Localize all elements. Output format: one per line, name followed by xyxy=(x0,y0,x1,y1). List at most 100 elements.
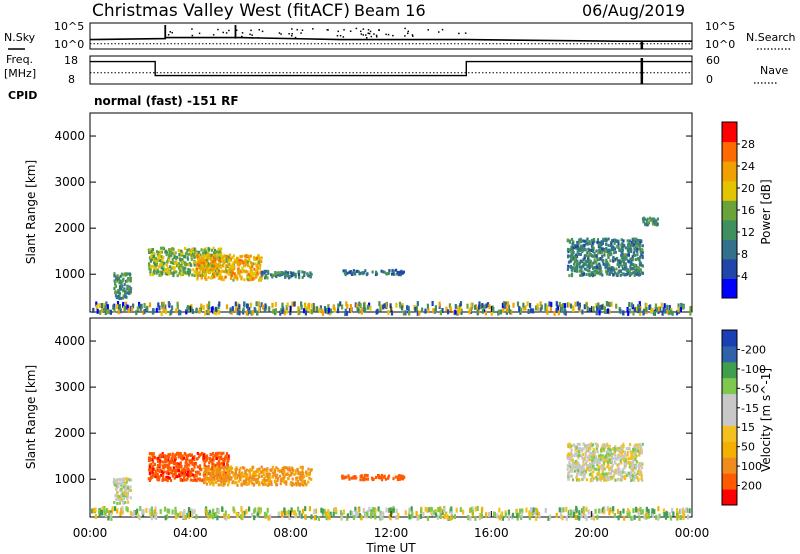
nsky-spike-point xyxy=(441,28,444,31)
power-cell xyxy=(213,275,216,279)
velocity-cell xyxy=(156,469,159,472)
velocity-cell xyxy=(671,507,674,513)
velocity-cell xyxy=(569,453,572,456)
velocity-cell xyxy=(217,462,220,466)
power-cell xyxy=(249,270,252,274)
velocity-cell xyxy=(613,447,616,451)
velocity-cell xyxy=(614,478,617,482)
power-cell xyxy=(597,251,600,255)
velocity-cell xyxy=(433,510,436,516)
velocity-cell xyxy=(636,476,639,479)
velocity-cell xyxy=(470,507,473,513)
power-cell xyxy=(586,237,589,241)
power-cell xyxy=(631,237,634,241)
power-cell xyxy=(592,246,595,250)
velocity-cell xyxy=(606,443,609,447)
velocity-cell xyxy=(242,482,245,486)
velocity-cell xyxy=(608,444,611,448)
velocity-cell xyxy=(220,474,223,478)
power-cell xyxy=(244,261,247,265)
power-cell xyxy=(152,308,155,314)
power-cell xyxy=(640,263,643,267)
velocity-cell xyxy=(676,507,679,513)
power-cell xyxy=(634,258,637,262)
power-cell xyxy=(573,254,576,258)
nsky-spike-point xyxy=(407,30,409,33)
velocity-cell xyxy=(129,485,132,489)
power-cell xyxy=(233,263,236,267)
power-cell xyxy=(267,271,270,275)
velocity-cell xyxy=(471,506,474,512)
velocity-cell xyxy=(169,471,172,475)
power-cell xyxy=(628,239,631,243)
power-cell xyxy=(666,308,669,314)
power-cell xyxy=(262,304,265,310)
velocity-cell xyxy=(572,462,575,466)
power-cell xyxy=(669,309,672,315)
power-cell xyxy=(164,272,167,275)
power-cell xyxy=(155,270,158,274)
power-cell xyxy=(225,269,228,273)
velocity-cell xyxy=(266,469,269,473)
velocity-cell xyxy=(471,509,474,515)
velocity-cell xyxy=(276,473,279,477)
power-cell xyxy=(570,272,574,276)
velocity-cell xyxy=(289,482,292,486)
velocity-cell xyxy=(225,475,228,479)
power-cell xyxy=(246,277,249,281)
power-cell xyxy=(303,274,306,278)
velocity-cell xyxy=(631,462,634,466)
velocity-cell xyxy=(277,476,280,480)
power-cell xyxy=(248,259,251,263)
velocity-cell xyxy=(224,510,227,516)
velocity-cell xyxy=(615,471,618,475)
velocity-cell xyxy=(173,456,176,460)
power-cell xyxy=(192,255,196,259)
power-cell xyxy=(127,272,130,276)
velocity-cell xyxy=(115,494,118,498)
velocity-cell xyxy=(280,510,283,516)
power-colorbar-bin xyxy=(722,200,737,221)
power-cell xyxy=(522,305,525,311)
velocity-cell xyxy=(271,465,274,469)
velocity-cell xyxy=(602,460,605,464)
power-cell xyxy=(238,272,241,276)
power-cell xyxy=(303,302,307,308)
power-cell xyxy=(653,217,656,221)
power-cell xyxy=(207,264,210,268)
velocity-cell xyxy=(225,452,228,456)
power-cell xyxy=(604,265,607,268)
nsky-spike-point xyxy=(404,27,406,30)
velocity-cell xyxy=(593,464,596,468)
velocity-cell xyxy=(212,462,215,466)
power-cell xyxy=(327,304,330,310)
power-cell xyxy=(401,271,404,275)
power-cell xyxy=(620,245,623,249)
power-cell xyxy=(380,304,383,310)
velocity-cell xyxy=(387,476,390,480)
velocity-cell xyxy=(575,464,578,468)
power-cell xyxy=(574,301,577,307)
velocity-cell xyxy=(268,472,271,476)
velocity-cell xyxy=(374,508,377,514)
power-cell xyxy=(490,310,493,316)
velocity-cell xyxy=(640,449,643,453)
velocity-cell xyxy=(453,514,456,520)
velocity-cell xyxy=(520,515,523,521)
nsky-spike-point xyxy=(291,28,293,30)
velocity-cell xyxy=(191,473,194,477)
power-cell xyxy=(318,307,321,313)
nsky-spike-point xyxy=(171,31,173,34)
power-cell xyxy=(560,307,563,312)
power-cell xyxy=(257,301,260,307)
velocity-cell xyxy=(288,474,291,478)
velocity-cell xyxy=(178,474,181,478)
power-cell xyxy=(581,309,584,315)
power-cell xyxy=(154,256,157,260)
power-cell xyxy=(581,239,584,243)
power-cell xyxy=(268,306,271,312)
power-cell xyxy=(636,242,639,246)
velocity-cell xyxy=(203,469,207,473)
power-cell xyxy=(171,257,174,261)
